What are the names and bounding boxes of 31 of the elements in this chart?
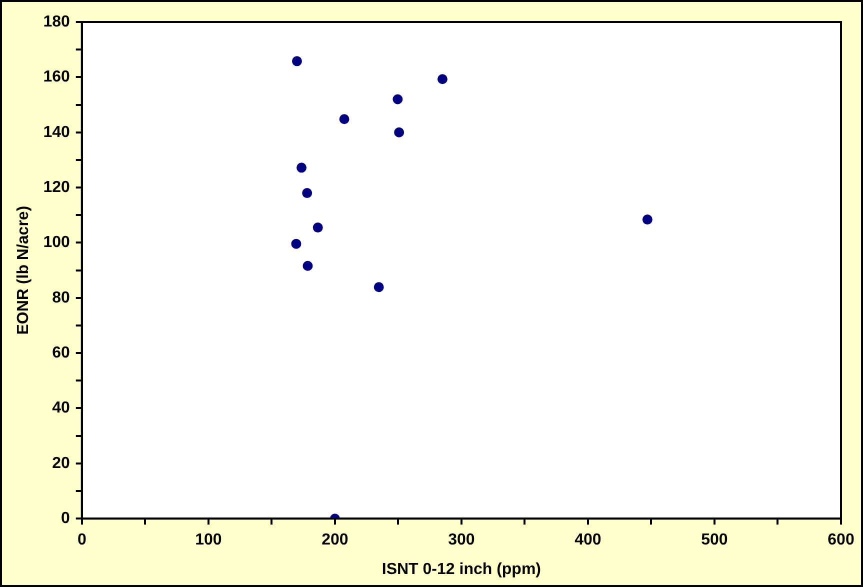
x-tick-label: 600	[828, 532, 854, 549]
point	[296, 162, 307, 173]
x-tick-label: 0	[77, 532, 86, 549]
y-tick-label: 140	[43, 124, 70, 141]
y-axis-title: EONR (lb N/acre)	[15, 206, 32, 335]
y-tick-label: 180	[43, 13, 70, 30]
x-tick-label: 400	[574, 532, 602, 549]
point	[339, 114, 350, 124]
y-tick-label: 120	[43, 178, 70, 196]
y-tick-label: 0	[60, 510, 70, 528]
x-tick-label: 100	[195, 532, 222, 549]
x-tick-label: 200	[322, 532, 348, 549]
x-tick-label: 500	[701, 532, 728, 549]
y-tick-label: 100	[43, 234, 70, 252]
y-tick-label: 40	[52, 400, 70, 417]
point	[394, 127, 404, 138]
y-tick-label: 20	[52, 454, 70, 472]
point	[292, 56, 302, 66]
y-tick-label: 60	[52, 344, 70, 362]
x-axis-title: ISNT 0-12 inch (ppm)	[382, 560, 542, 578]
point	[392, 94, 403, 104]
x-tick-label: 300	[448, 532, 475, 549]
point	[374, 282, 384, 292]
point	[642, 214, 652, 225]
point	[302, 188, 312, 198]
y-tick-label: 80	[52, 289, 70, 306]
point	[302, 260, 313, 271]
point	[291, 238, 302, 249]
y-tick-label: 160	[43, 68, 70, 86]
point	[437, 74, 448, 84]
point	[312, 222, 323, 233]
